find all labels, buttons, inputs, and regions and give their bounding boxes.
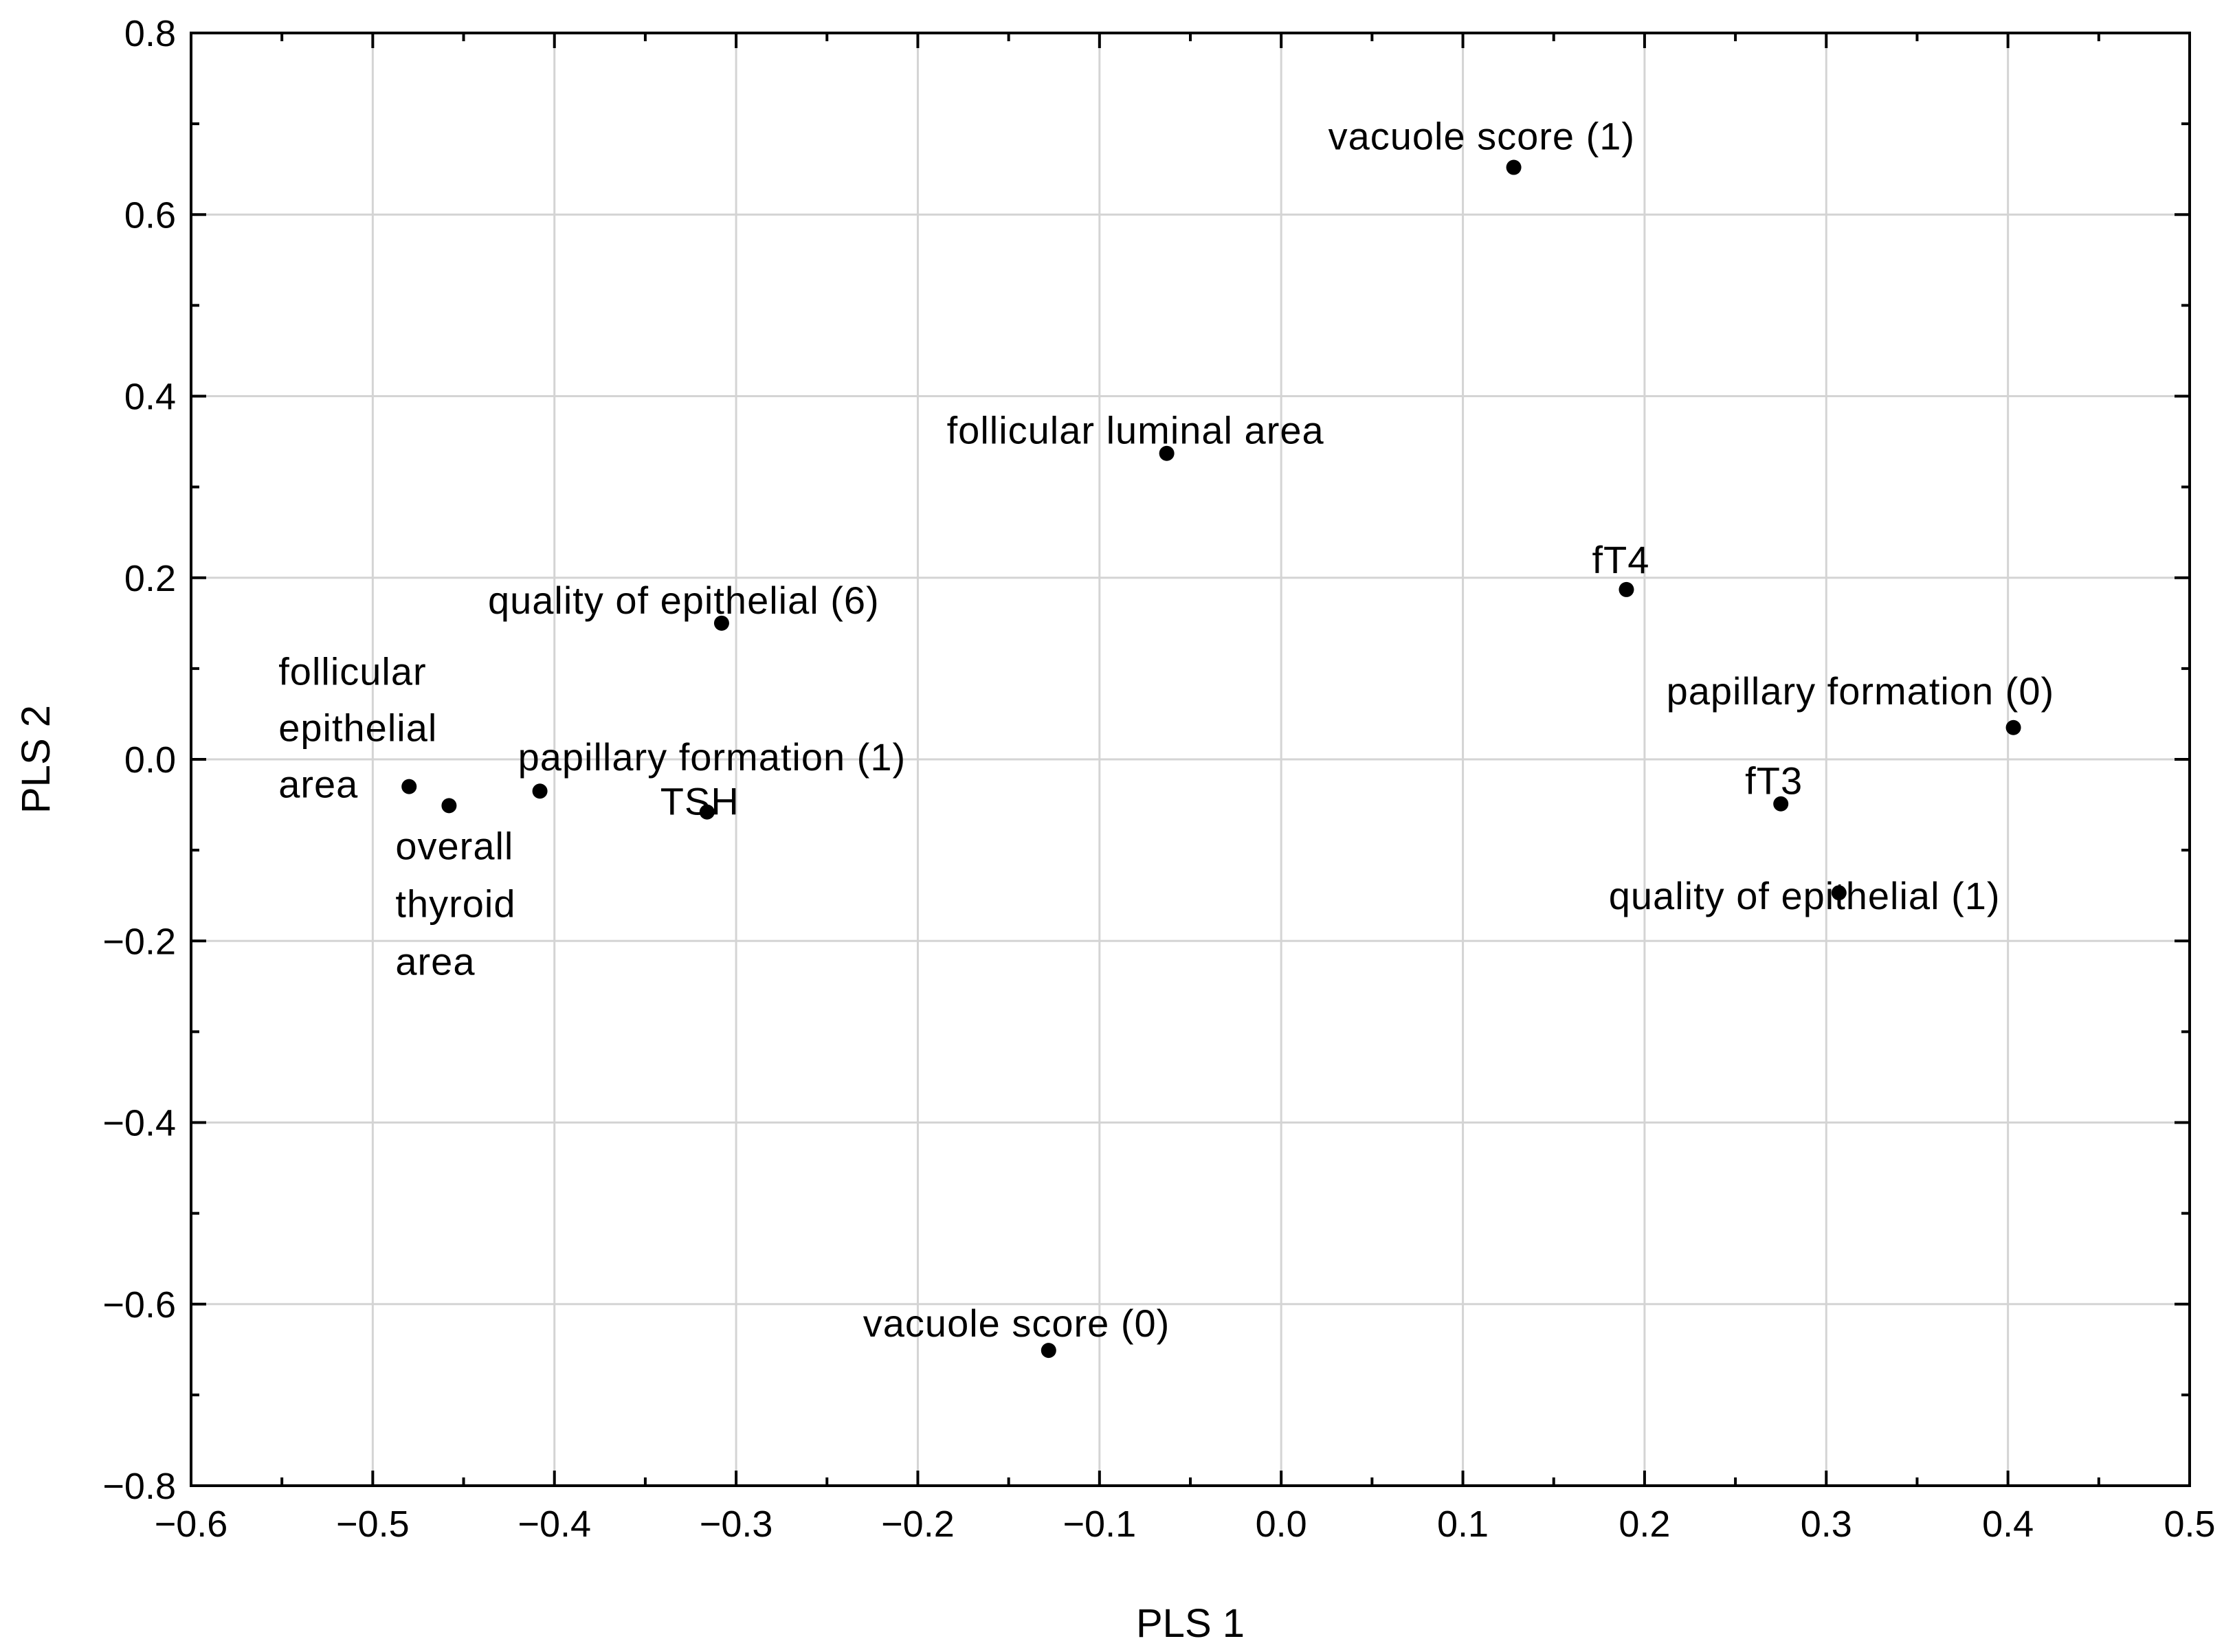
point-ft4 [1619, 581, 1634, 597]
point-tsh [699, 804, 715, 820]
y-tick-label: 0.2 [124, 558, 176, 599]
label-quality-of-epithelial-6: quality of epithelial (6) [488, 579, 880, 622]
point-labels: vacuole score (1) follicular luminal area… [278, 115, 2054, 1346]
y-tick-label: −0.2 [102, 921, 176, 962]
label-papillary-formation-1: papillary formation (1) [518, 735, 907, 779]
point-papillary-formation-0 [2005, 719, 2021, 735]
point-papillary-formation-1 [532, 783, 548, 799]
x-tick-label: −0.2 [881, 1504, 955, 1545]
point-quality-of-epithelial-6 [713, 615, 729, 631]
label-follicular-epithelial-area: area [278, 763, 358, 806]
axis-ticks: −0.6 −0.5 −0.4 −0.3 −0.2 −0.1 0.0 0.1 0.2 0.3 0.4 0… [102, 13, 2215, 1545]
x-tick-label: 0.0 [1256, 1504, 1307, 1545]
y-tick-label: 0.8 [124, 13, 176, 54]
label-follicular-luminal-area: follicular luminal area [947, 409, 1324, 452]
y-tick-label: −0.4 [102, 1103, 176, 1144]
grid [191, 33, 2190, 1486]
x-tick-label: −0.5 [336, 1504, 410, 1545]
y-tick-label: 0.6 [124, 194, 176, 236]
x-tick-label: 0.5 [2164, 1504, 2215, 1545]
label-follicular-epithelial-area: epithelial [278, 706, 437, 750]
label-overall-thyroid-area: area [395, 939, 475, 983]
y-tick-label: 0.4 [124, 377, 176, 418]
label-tsh: TSH [660, 780, 740, 823]
label-quality-of-epithelial-1: quality of epithelial (1) [1609, 874, 2001, 917]
x-tick-label: −0.1 [1063, 1504, 1137, 1545]
point-vacuole-score-1 [1506, 159, 1522, 175]
label-papillary-formation-0: papillary formation (0) [1667, 669, 2055, 713]
label-ft3: fT3 [1745, 759, 1803, 803]
x-axis-title: PLS 1 [1136, 1601, 1245, 1646]
y-tick-label: 0.0 [124, 739, 176, 781]
x-tick-label: 0.2 [1619, 1504, 1670, 1545]
y-tick-label: −0.8 [102, 1466, 176, 1507]
data-points [401, 159, 2021, 1359]
y-tick-label: −0.6 [102, 1284, 176, 1326]
point-quality-of-epithelial-1 [1831, 885, 1847, 901]
label-vacuole-score-1: vacuole score (1) [1328, 115, 1636, 158]
label-ft4: fT4 [1592, 538, 1649, 581]
point-ft3 [1773, 796, 1789, 812]
point-follicular-epithelial-area [401, 779, 417, 794]
x-tick-label: −0.3 [700, 1504, 773, 1545]
x-tick-label: −0.4 [518, 1504, 591, 1545]
x-tick-label: −0.6 [155, 1504, 228, 1545]
label-overall-thyroid-area: overall [395, 824, 513, 867]
x-tick-label: 0.3 [1801, 1504, 1852, 1545]
label-follicular-epithelial-area: follicular [278, 650, 426, 693]
label-vacuole-score-0: vacuole score (0) [863, 1302, 1170, 1345]
x-tick-label: 0.1 [1437, 1504, 1489, 1545]
point-follicular-luminal-area [1159, 445, 1175, 461]
x-tick-label: 0.4 [1982, 1504, 2034, 1545]
label-overall-thyroid-area: thyroid [395, 882, 515, 925]
y-axis-title: PLS 2 [14, 705, 58, 814]
point-vacuole-score-0 [1041, 1343, 1056, 1359]
point-overall-thyroid-area [441, 798, 457, 814]
